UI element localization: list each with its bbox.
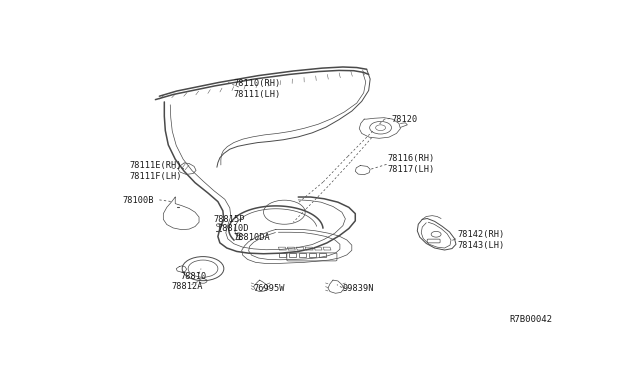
Text: 78111E(RH)
78111F(LH): 78111E(RH) 78111F(LH) xyxy=(129,161,182,181)
Text: 78116(RH)
78117(LH): 78116(RH) 78117(LH) xyxy=(388,154,435,174)
Text: 78120: 78120 xyxy=(392,115,418,124)
Text: 78812A: 78812A xyxy=(172,282,204,291)
Text: 78810DA: 78810DA xyxy=(234,232,271,242)
Text: 78100B: 78100B xyxy=(122,196,154,205)
Text: 78815P: 78815P xyxy=(214,215,245,224)
Text: R7B00042: R7B00042 xyxy=(509,315,552,324)
Text: 78810D: 78810D xyxy=(218,224,250,233)
Text: 78110(RH)
78111(LH): 78110(RH) 78111(LH) xyxy=(234,79,281,99)
Text: 76995W: 76995W xyxy=(253,284,285,293)
Text: 78810: 78810 xyxy=(180,272,207,280)
Text: 78142(RH)
78143(LH): 78142(RH) 78143(LH) xyxy=(457,230,504,250)
Text: 99839N: 99839N xyxy=(343,284,374,293)
